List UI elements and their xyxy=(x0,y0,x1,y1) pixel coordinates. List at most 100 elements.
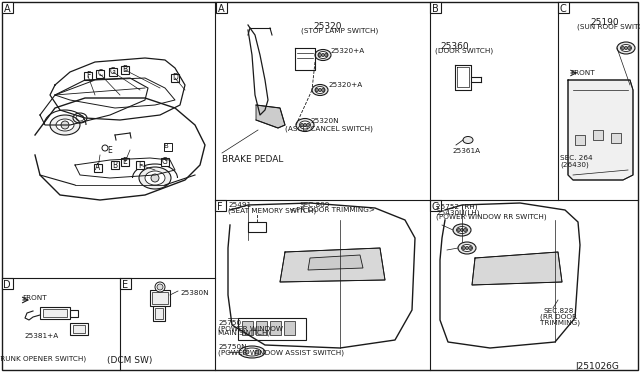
Bar xyxy=(2,2,13,13)
Text: (SEAT MEMORY SWITCH): (SEAT MEMORY SWITCH) xyxy=(228,207,316,214)
Text: 25320+A: 25320+A xyxy=(330,48,364,54)
Text: E: E xyxy=(122,280,128,290)
Text: 25752 (RH): 25752 (RH) xyxy=(436,204,477,211)
Text: MAIN SWITCH): MAIN SWITCH) xyxy=(218,330,270,337)
Text: 25750: 25750 xyxy=(218,320,241,326)
Bar xyxy=(248,222,266,232)
Text: G: G xyxy=(431,202,439,212)
Text: 25320: 25320 xyxy=(313,22,342,31)
Circle shape xyxy=(319,54,321,57)
Bar xyxy=(70,323,88,335)
Text: F: F xyxy=(217,202,223,212)
Text: F: F xyxy=(138,160,142,170)
Circle shape xyxy=(155,282,165,292)
Text: 25750N: 25750N xyxy=(218,344,246,350)
Bar xyxy=(575,135,585,145)
Text: 25380N: 25380N xyxy=(180,290,209,296)
Text: C: C xyxy=(559,4,566,14)
Circle shape xyxy=(151,174,159,182)
Bar xyxy=(150,290,170,306)
Bar xyxy=(109,68,117,76)
Bar xyxy=(155,308,163,319)
Circle shape xyxy=(255,350,259,354)
Text: (POWER WINDOW RR SWITCH): (POWER WINDOW RR SWITCH) xyxy=(436,214,547,221)
Ellipse shape xyxy=(315,87,325,93)
Circle shape xyxy=(625,46,627,49)
Circle shape xyxy=(301,124,303,126)
Ellipse shape xyxy=(145,171,165,185)
Ellipse shape xyxy=(56,119,74,131)
Ellipse shape xyxy=(296,119,314,131)
Bar xyxy=(611,133,621,143)
Text: FRONT: FRONT xyxy=(570,70,595,76)
Bar xyxy=(161,158,169,166)
Circle shape xyxy=(465,247,468,250)
Ellipse shape xyxy=(315,49,331,61)
Text: 25491: 25491 xyxy=(228,202,251,208)
Ellipse shape xyxy=(453,224,471,236)
Circle shape xyxy=(468,247,472,250)
Text: <FR DOOR TRIMMING>: <FR DOOR TRIMMING> xyxy=(290,207,375,213)
Ellipse shape xyxy=(243,348,261,356)
Bar xyxy=(121,66,129,74)
Bar xyxy=(94,164,102,172)
Text: 25320N: 25320N xyxy=(310,118,339,124)
Text: (RR DOOR: (RR DOOR xyxy=(540,314,577,321)
Polygon shape xyxy=(308,255,363,270)
Ellipse shape xyxy=(463,137,473,144)
Text: TRIMMING): TRIMMING) xyxy=(540,319,580,326)
Text: A: A xyxy=(4,4,10,14)
Bar xyxy=(84,72,92,80)
Text: (ASCD CANCEL SWITCH): (ASCD CANCEL SWITCH) xyxy=(285,125,373,131)
Text: 25361A: 25361A xyxy=(452,148,480,154)
Bar xyxy=(171,74,179,82)
Circle shape xyxy=(165,145,171,151)
Text: B: B xyxy=(431,4,438,14)
Circle shape xyxy=(621,46,625,49)
Bar xyxy=(430,2,441,13)
Text: (SUN ROOF SWITCH): (SUN ROOF SWITCH) xyxy=(577,24,640,31)
Text: G: G xyxy=(110,67,116,77)
Polygon shape xyxy=(472,252,562,285)
Circle shape xyxy=(157,284,163,290)
Ellipse shape xyxy=(239,346,265,358)
Bar xyxy=(152,292,168,304)
Bar xyxy=(153,306,165,321)
Circle shape xyxy=(321,54,324,57)
Circle shape xyxy=(627,46,630,49)
Text: A: A xyxy=(95,164,100,173)
Bar xyxy=(40,307,70,319)
Ellipse shape xyxy=(50,115,80,135)
Bar xyxy=(136,161,144,169)
Text: (POWER WINDOW: (POWER WINDOW xyxy=(218,325,283,331)
Circle shape xyxy=(307,124,310,126)
Text: C: C xyxy=(97,70,102,78)
Text: D: D xyxy=(172,74,178,83)
Bar xyxy=(215,200,226,211)
Text: SEC. 264: SEC. 264 xyxy=(560,155,593,161)
Bar xyxy=(256,321,267,335)
Text: E: E xyxy=(123,157,127,167)
Ellipse shape xyxy=(139,167,171,189)
Text: (26430): (26430) xyxy=(560,161,589,167)
Text: 25190: 25190 xyxy=(590,18,619,27)
Circle shape xyxy=(463,247,465,250)
Text: F: F xyxy=(86,71,90,80)
Ellipse shape xyxy=(461,244,472,251)
Bar xyxy=(96,70,104,78)
Text: 25381+A: 25381+A xyxy=(25,333,59,339)
Circle shape xyxy=(321,89,324,92)
Bar xyxy=(238,318,306,340)
Bar xyxy=(73,325,85,333)
Polygon shape xyxy=(568,80,633,180)
Ellipse shape xyxy=(300,121,310,129)
Bar xyxy=(111,161,119,169)
Bar xyxy=(242,321,253,335)
Circle shape xyxy=(324,54,328,57)
Text: 25360: 25360 xyxy=(440,42,468,51)
Circle shape xyxy=(461,228,463,231)
Circle shape xyxy=(303,124,307,126)
Text: D: D xyxy=(3,280,11,290)
Bar xyxy=(284,321,295,335)
Bar xyxy=(2,278,13,289)
